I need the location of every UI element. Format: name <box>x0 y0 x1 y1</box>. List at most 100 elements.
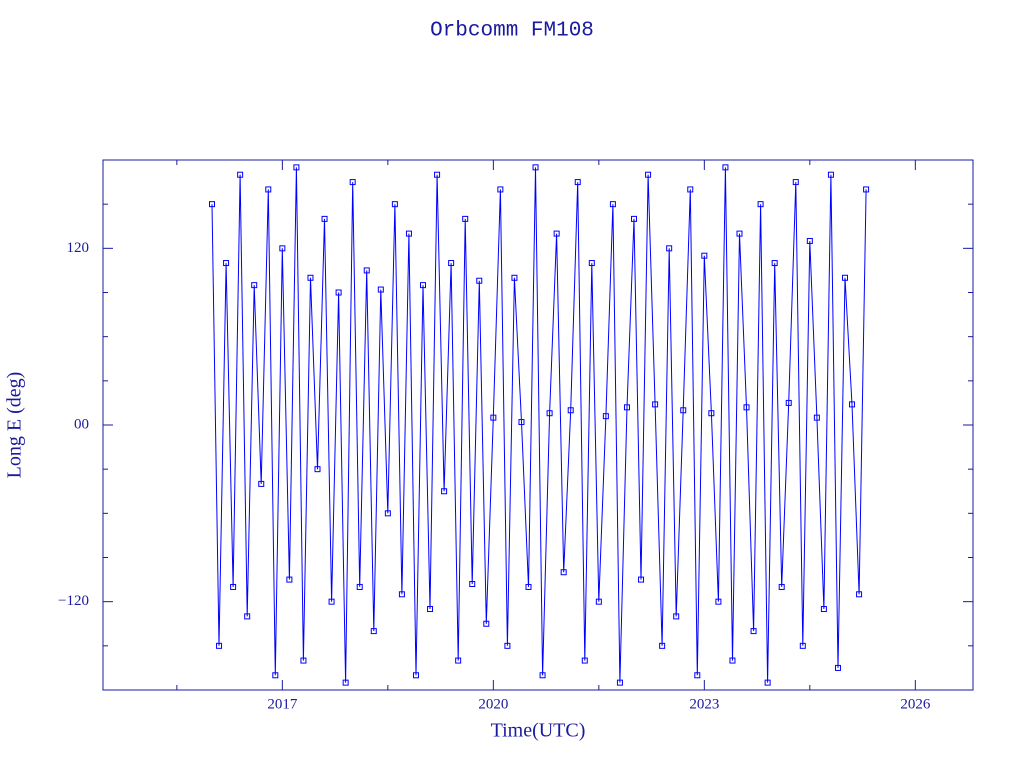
data-point <box>827 171 834 178</box>
data-point <box>377 286 384 293</box>
data-point <box>272 672 279 679</box>
data-point <box>370 628 377 635</box>
data-point <box>652 401 659 408</box>
data-point <box>757 201 764 208</box>
data-point <box>560 569 567 576</box>
data-point <box>722 164 729 171</box>
data-point <box>469 581 476 587</box>
data-point <box>335 289 342 296</box>
data-point <box>743 404 750 411</box>
data-point <box>230 583 237 590</box>
data-point <box>785 399 792 406</box>
data-point <box>490 414 497 421</box>
y-tick-label: 120 <box>67 240 90 256</box>
data-point <box>314 466 321 473</box>
data-point <box>602 413 609 420</box>
data-point <box>244 613 251 620</box>
data-point <box>328 598 335 605</box>
data-point <box>841 274 848 281</box>
data-point <box>391 201 398 208</box>
data-point <box>623 404 630 411</box>
data-point <box>856 591 863 598</box>
y-axis-label: Long E (deg) <box>4 372 26 479</box>
data-line <box>211 167 867 683</box>
chart-title: Orbcomm FM108 <box>430 20 594 43</box>
data-point <box>616 679 623 686</box>
data-point <box>645 171 652 178</box>
x-tick-label: 2023 <box>689 696 719 712</box>
data-point <box>834 664 841 671</box>
data-point <box>363 267 370 274</box>
data-point <box>863 186 870 193</box>
x-tick-label: 2017 <box>267 696 298 712</box>
data-point <box>427 606 434 613</box>
data-point <box>258 480 265 487</box>
data-point <box>237 171 244 178</box>
data-point <box>497 186 504 193</box>
data-point <box>778 583 785 590</box>
data-point <box>595 598 602 605</box>
data-point <box>694 672 701 679</box>
data-point <box>279 245 286 252</box>
data-point <box>412 672 419 679</box>
data-point <box>567 407 574 414</box>
y-tick-label: −120 <box>58 593 89 609</box>
data-point <box>349 179 356 186</box>
data-point <box>356 583 363 590</box>
data-point <box>701 252 708 259</box>
data-point <box>307 274 314 281</box>
data-point <box>483 620 490 627</box>
data-point <box>434 171 441 178</box>
x-axis-label: Time(UTC) <box>491 720 586 742</box>
data-point <box>448 260 455 267</box>
data-point <box>806 237 813 244</box>
data-point <box>750 628 757 635</box>
data-point <box>715 598 722 605</box>
x-tick-label: 2026 <box>900 696 931 712</box>
data-point <box>293 164 300 171</box>
data-point <box>518 419 525 426</box>
data-point <box>609 201 616 208</box>
y-tick-label: 00 <box>74 416 89 432</box>
data-point <box>321 215 328 222</box>
data-point <box>539 672 546 679</box>
data-point <box>687 186 694 193</box>
data-point <box>792 179 799 186</box>
data-point <box>666 245 673 252</box>
data-point <box>398 591 405 598</box>
data-point <box>455 657 462 664</box>
data-point <box>771 260 778 267</box>
data-point <box>216 642 223 649</box>
data-point <box>581 657 588 664</box>
data-point <box>525 583 532 590</box>
data-point <box>631 215 638 222</box>
x-tick-label: 2020 <box>478 696 508 712</box>
data-point <box>813 414 820 421</box>
data-point <box>251 282 258 289</box>
data-point <box>300 657 307 664</box>
data-point <box>223 260 230 267</box>
data-point <box>209 201 216 208</box>
data-point <box>673 613 680 620</box>
data-point <box>504 642 511 649</box>
data-point <box>638 576 645 583</box>
data-point <box>546 410 553 417</box>
data-point <box>708 410 715 417</box>
data-point <box>265 186 272 193</box>
data-point <box>405 230 412 237</box>
data-point <box>729 657 736 664</box>
data-point <box>476 277 483 284</box>
data-point <box>511 274 518 281</box>
data-point <box>532 164 539 171</box>
data-point <box>820 606 827 613</box>
data-point <box>462 215 469 222</box>
data-point <box>384 510 391 517</box>
data-point <box>574 179 581 186</box>
data-point <box>736 230 743 237</box>
data-point <box>286 576 293 583</box>
data-point <box>849 401 856 408</box>
data-point <box>799 642 806 649</box>
data-point <box>342 679 349 686</box>
